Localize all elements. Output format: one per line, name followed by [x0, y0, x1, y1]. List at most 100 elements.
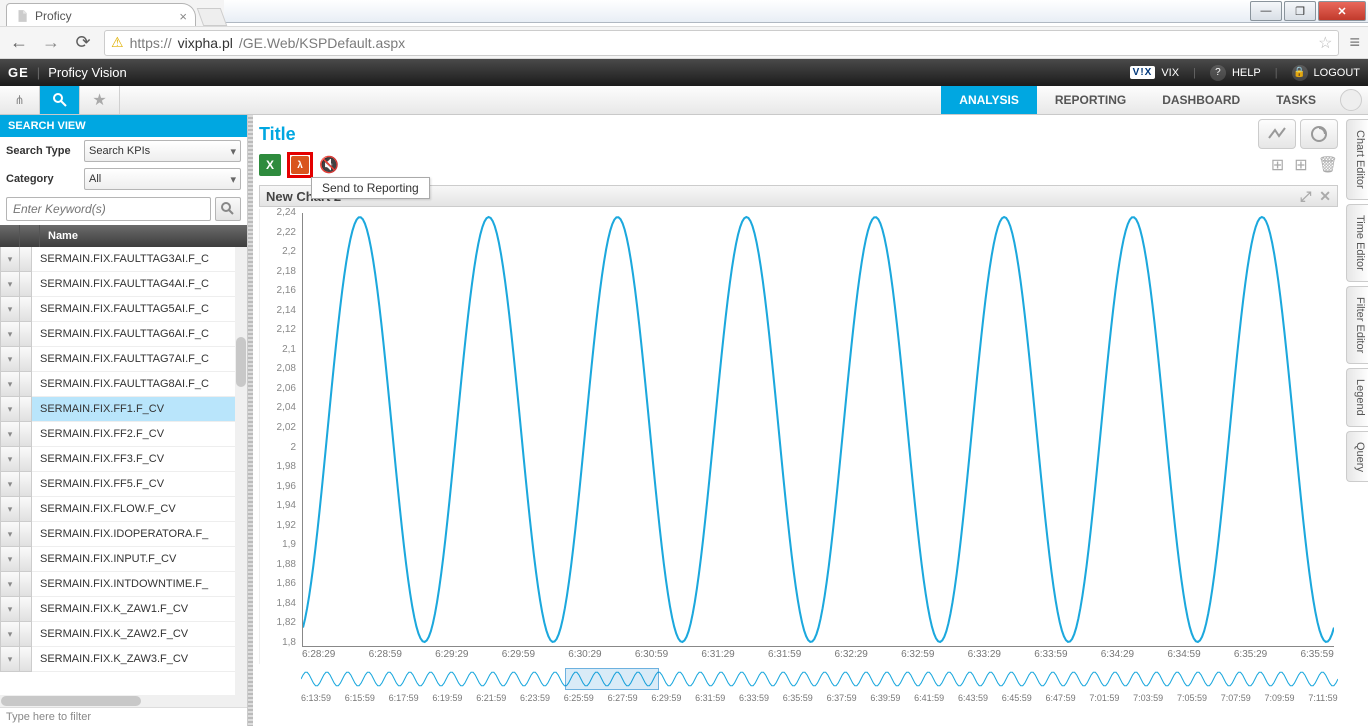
new-tab-button[interactable]	[197, 8, 228, 26]
row-expand-icon[interactable]: ▾	[0, 272, 20, 297]
row-expand-icon[interactable]: ▾	[0, 347, 20, 372]
list-item[interactable]: ▾SERMAIN.FIX.K_ZAW3.F_CV	[0, 647, 247, 672]
window-close-button[interactable]: ✕	[1318, 1, 1366, 21]
y-tick: 1,9	[260, 539, 296, 550]
side-tab-time-editor[interactable]: Time Editor	[1346, 204, 1368, 282]
bookmark-icon[interactable]: ☆	[1318, 33, 1332, 53]
forward-button[interactable]: →	[40, 32, 62, 53]
nav-tab-reporting[interactable]: REPORTING	[1037, 86, 1144, 114]
share-icon[interactable]: ⋔	[0, 86, 40, 114]
list-item[interactable]: ▾SERMAIN.FIX.INTDOWNTIME.F_	[0, 572, 247, 597]
row-expand-icon[interactable]: ▾	[0, 397, 20, 422]
row-expand-icon[interactable]: ▾	[0, 422, 20, 447]
category-select[interactable]: All	[84, 168, 241, 190]
chart-type-icon[interactable]	[1258, 119, 1296, 149]
row-expand-icon[interactable]: ▾	[0, 597, 20, 622]
list-item[interactable]: ▾SERMAIN.FIX.FF3.F_CV	[0, 447, 247, 472]
vix-label: VIX	[1161, 67, 1179, 79]
y-tick: 2,02	[260, 422, 296, 433]
x-tick: 6:29:59	[502, 649, 535, 660]
list-item[interactable]: ▾SERMAIN.FIX.FF5.F_CV	[0, 472, 247, 497]
logout-icon[interactable]: 🔒	[1292, 65, 1308, 81]
list-item[interactable]: ▾SERMAIN.FIX.FAULTTAG8AI.F_C	[0, 372, 247, 397]
help-icon[interactable]: ?	[1210, 65, 1226, 81]
window-maximize-button[interactable]: ❐	[1284, 1, 1316, 21]
x-tick: 6:34:29	[1101, 649, 1134, 660]
list-item[interactable]: ▾SERMAIN.FIX.FF2.F_CV	[0, 422, 247, 447]
scrollbar-horizontal[interactable]	[0, 695, 247, 707]
y-tick: 1,8	[260, 637, 296, 648]
row-expand-icon[interactable]: ▾	[0, 372, 20, 397]
expand-icon[interactable]: ⤢	[1300, 188, 1311, 205]
back-button[interactable]: ←	[8, 32, 30, 53]
x-tick: 6:29:29	[435, 649, 468, 660]
overview-selection[interactable]	[565, 668, 658, 690]
browser-menu-button[interactable]: ≡	[1349, 32, 1360, 53]
logout-label[interactable]: LOGOUT	[1314, 67, 1360, 79]
window-minimize-button[interactable]: —	[1250, 1, 1282, 21]
side-tab-chart-editor[interactable]: Chart Editor	[1346, 119, 1368, 200]
plot-region[interactable]	[302, 213, 1334, 647]
keyword-input[interactable]	[6, 197, 211, 221]
nav-tab-tasks[interactable]: TASKS	[1258, 86, 1334, 114]
side-tab-legend[interactable]: Legend	[1346, 368, 1368, 427]
row-expand-icon[interactable]: ▾	[0, 497, 20, 522]
row-expand-icon[interactable]: ▾	[0, 622, 20, 647]
side-tab-filter-editor[interactable]: Filter Editor	[1346, 286, 1368, 364]
list-item[interactable]: ▾SERMAIN.FIX.INPUT.F_CV	[0, 547, 247, 572]
search-type-select[interactable]: Search KPIs	[84, 140, 241, 162]
send-to-reporting-button[interactable]: λ	[287, 152, 313, 178]
row-expand-icon[interactable]: ▾	[0, 572, 20, 597]
delete-icon[interactable]: 🗑	[1318, 155, 1338, 175]
notifications-icon[interactable]	[1340, 89, 1362, 111]
list-item[interactable]: ▾ SERMAIN.FIX.FF1.F_CV	[0, 397, 247, 422]
help-label[interactable]: HELP	[1232, 67, 1261, 79]
y-tick: 2,04	[260, 402, 296, 413]
row-expand-icon[interactable]: ▾	[0, 522, 20, 547]
list-item[interactable]: ▾ SERMAIN.FIX.FAULTTAG5AI.F_C	[0, 297, 247, 322]
list-item[interactable]: ▾SERMAIN.FIX.K_ZAW2.F_CV	[0, 622, 247, 647]
keyword-search-button[interactable]	[215, 197, 241, 221]
kpi-list: ▾SERMAIN.FIX.FAULTTAG3AI.F_C▾SERMAIN.FIX…	[0, 247, 247, 695]
kpi-name: SERMAIN.FIX.FAULTTAG5AI.F_C	[32, 297, 247, 322]
list-item[interactable]: ▾SERMAIN.FIX.FAULTTAG6AI.F_C	[0, 322, 247, 347]
add-right-icon[interactable]: ⊞	[1294, 155, 1307, 175]
address-bar[interactable]: ⚠ https://vixpha.pl/GE.Web/KSPDefault.as…	[104, 30, 1339, 56]
list-item[interactable]: ▾SERMAIN.FIX.IDOPERATORA.F_	[0, 522, 247, 547]
reload-button[interactable]: ⟳	[72, 32, 94, 53]
row-expand-icon[interactable]: ▾	[0, 447, 20, 472]
row-expand-icon[interactable]: ▾	[0, 297, 20, 322]
overview-strip[interactable]: 6:13:596:15:596:17:596:19:596:21:596:23:…	[301, 668, 1338, 706]
browser-tab-title: Proficy	[35, 9, 72, 23]
row-expand-icon[interactable]: ▾	[0, 647, 20, 672]
add-panel-icon[interactable]: ⊞	[1271, 155, 1284, 175]
list-item[interactable]: ▾SERMAIN.FIX.FAULTTAG7AI.F_C	[0, 347, 247, 372]
list-item[interactable]: ▾SERMAIN.FIX.FAULTTAG3AI.F_C	[0, 247, 247, 272]
list-item[interactable]: ▾SERMAIN.FIX.FLOW.F_CV	[0, 497, 247, 522]
y-tick: 2,14	[260, 305, 296, 316]
filter-input[interactable]: Type here to filter	[0, 707, 247, 726]
sound-icon[interactable]: 🔇	[319, 155, 339, 175]
favorite-icon[interactable]: ★	[80, 86, 120, 114]
y-tick: 1,98	[260, 461, 296, 472]
scrollbar-vertical[interactable]	[235, 247, 247, 695]
list-item[interactable]: ▾SERMAIN.FIX.K_ZAW1.F_CV	[0, 597, 247, 622]
search-mode-button[interactable]	[40, 86, 80, 114]
row-expand-icon[interactable]: ▾	[0, 472, 20, 497]
browser-tab[interactable]: Proficy ×	[6, 3, 196, 28]
refresh-icon[interactable]	[1300, 119, 1338, 149]
nav-tab-dashboard[interactable]: DASHBOARD	[1144, 86, 1258, 114]
export-excel-button[interactable]: X	[259, 154, 281, 176]
row-expand-icon[interactable]: ▾	[0, 247, 20, 272]
kpi-name: SERMAIN.FIX.FF1.F_CV	[32, 397, 247, 422]
nav-tab-analysis[interactable]: ANALYSIS	[941, 86, 1037, 114]
list-item[interactable]: ▾SERMAIN.FIX.FAULTTAG4AI.F_C	[0, 272, 247, 297]
row-expand-icon[interactable]: ▾	[0, 547, 20, 572]
close-chart-icon[interactable]: ✕	[1319, 188, 1331, 205]
vix-logo: V!X	[1130, 66, 1156, 79]
tab-close-icon[interactable]: ×	[179, 9, 187, 24]
row-expand-icon[interactable]: ▾	[0, 322, 20, 347]
magnifier-icon	[221, 202, 235, 216]
side-tab-query[interactable]: Query	[1346, 431, 1368, 483]
browser-tab-strip: Proficy ×	[0, 0, 224, 28]
